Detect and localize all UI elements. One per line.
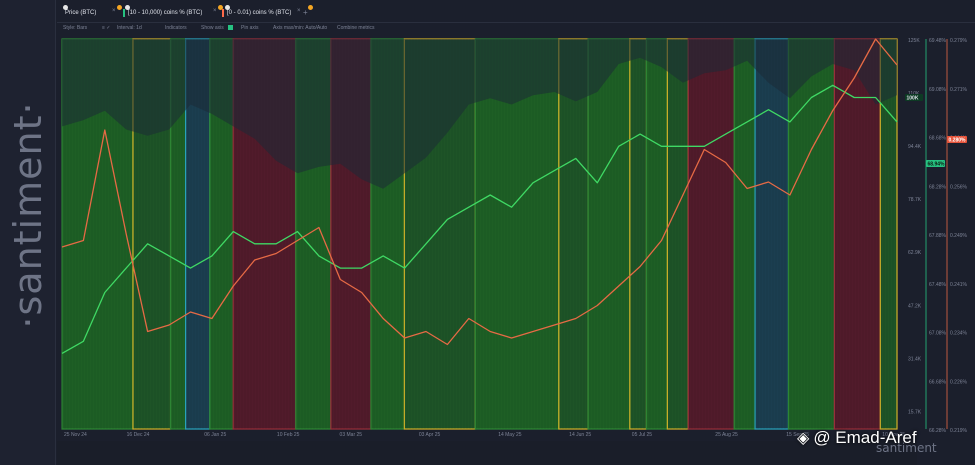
x-axis-label: 10 Feb 25 [277,432,300,438]
timeline-navigator[interactable] [57,441,917,465]
x-axis-label: 14 Jun 25 [569,432,591,438]
green-axis-label: 69.08% [929,87,947,93]
price-axis-label: 15.7K [908,409,922,415]
price-area [62,39,897,189]
green-axis-label: 69.48% [929,38,947,44]
sidebar: ·santiment· [0,0,56,465]
zone-green-10 [474,38,560,430]
pin-axis-toggle[interactable]: Pin axis [241,25,259,31]
metric-color-swatch [222,9,224,17]
zone-red-20 [833,38,881,430]
metric-label: [10 - 10,000) coins % (BTC) [128,10,203,16]
binance-logo-icon: ◈ [797,430,810,447]
green-axis-label: 67.88% [929,233,947,239]
green-axis-label: 66.28% [929,428,947,434]
santiment-logo: ·santiment· [6,101,50,329]
green-axis-label: 66.68% [929,379,947,385]
metric-large-holders[interactable]: [10 - 10,000) coins % (BTC) [117,5,203,20]
close-icon[interactable]: × [112,8,116,14]
series-line-large-holders [61,84,898,354]
orange-tag: 0.280% [949,137,967,143]
show-axis-toggle[interactable]: Show axis [201,25,224,31]
style-select[interactable]: Style: Bars [63,25,88,31]
green-tag-bg [926,160,945,167]
close-icon[interactable]: × [297,8,301,14]
x-axis-label: 03 Mar 25 [340,432,363,438]
metric-badge-icon [225,5,230,10]
author-handle-text: @ Emad-Aref [813,428,917,447]
zone-green-19 [787,38,835,430]
zone-red-16 [687,38,735,430]
price-axis-label: 31.4K [908,356,922,362]
x-axis-label: 16 Dec 24 [127,432,150,438]
price-layer [62,39,897,189]
orange-axis-label: 0.271% [950,87,968,93]
x-axis-label: 25 Aug 25 [715,432,738,438]
zone-blue-18 [754,38,790,430]
orange-tag-bg [947,136,967,143]
price-axis-label: 62.9K [908,250,922,256]
orange-axis-label: 0.219% [950,428,968,434]
metric-small-holders[interactable]: [0 - 0.01) coins % (BTC) [218,5,292,20]
metric-color-swatch [123,9,125,17]
add-metric-icon[interactable]: + [303,8,308,17]
x-axis-label: 10 Nov 25 [882,432,905,438]
metric-badge-icon [125,5,130,10]
orange-axis-label: 0.234% [950,331,968,337]
green-axis-label: 68.28% [929,184,947,190]
axis-max-min-select[interactable]: Axis max/min: Auto/Auto [273,25,328,31]
green-axis-label: 67.08% [929,331,947,337]
axes-layer: 125K110K94.4K78.7K62.9K47.2K31.4K15.7K69… [64,38,968,438]
x-axis-label: 25 Nov 24 [64,432,87,438]
x-axis-label: 05 Jul 25 [632,432,653,438]
orange-axis-label: 0.279% [950,38,968,44]
x-axis-label: 06 Jan 25 [204,432,226,438]
zone-green-12 [587,38,631,430]
metric-label: [0 - 0.01) coins % (BTC) [227,10,292,16]
green-tag: 68.94% [928,161,946,167]
x-axis-label: 14 May 25 [498,432,522,438]
chart-toolbar: Style: Bars ≡ ✓ Interval: 1d Indicators … [57,23,975,35]
show-axis-checkbox[interactable] [228,25,233,31]
price-axis-label: 47.2K [908,303,922,309]
indicators-button[interactable]: Indicators [165,25,187,31]
lines-layer [61,38,898,354]
add-metric-badge-icon [308,5,313,10]
orange-axis-label: 0.256% [950,184,968,190]
metric-badge-icon [218,5,223,10]
series-line-small-holders [61,38,898,346]
combine-metrics-button[interactable]: Combine metrics [337,25,375,31]
orange-axis-label: 0.226% [950,379,968,385]
color-picker-icon[interactable]: ≡ ✓ [102,25,111,31]
zone-yellow-15 [666,38,689,430]
orange-axis-label: 0.249% [950,233,968,239]
x-axis-label: 03 Apr 25 [419,432,441,438]
price-axis-label: 125K [908,38,920,44]
price-tag-bg [905,94,923,101]
metric-price-btc[interactable]: Price (BTC) [63,5,97,20]
price-axis-label: 78.7K [908,197,922,203]
chart-plot[interactable]: 125K110K94.4K78.7K62.9K47.2K31.4K15.7K69… [57,36,975,441]
metric-label: Price (BTC) [65,10,97,16]
metric-badge-icon [117,5,122,10]
zone-yellow-11 [558,38,589,430]
author-handle: ◈ @ Emad-Aref [797,428,917,448]
metrics-bar: Price (BTC) × [10 - 10,000) coins % (BTC… [57,0,975,23]
price-axis-label: 94.4K [908,144,922,150]
x-axis-label: 15 Sep 25 [786,432,809,438]
green-axis-label: 68.68% [929,136,947,142]
santiment-watermark: santiment [876,441,937,455]
orange-axis-label: 0.241% [950,282,968,288]
interval-select[interactable]: Interval: 1d [117,25,142,31]
metric-badge-icon [63,5,68,10]
close-icon[interactable]: × [213,8,217,14]
price-tag: 100K [907,95,919,101]
green-axis-label: 67.48% [929,282,947,288]
